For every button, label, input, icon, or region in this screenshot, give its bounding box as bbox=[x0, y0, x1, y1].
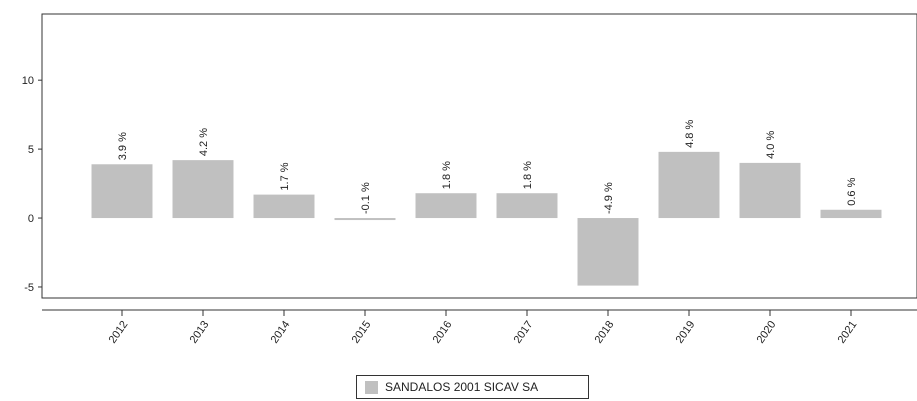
data-label: 0.6 % bbox=[846, 177, 858, 205]
data-label: -4.9 % bbox=[603, 182, 615, 214]
y-axis-ticks: 10 5 0 -5 bbox=[22, 75, 42, 294]
data-label: 1.8 % bbox=[441, 161, 453, 189]
data-label: 1.8 % bbox=[522, 161, 534, 189]
legend-swatch bbox=[365, 380, 378, 394]
x-tick-label: 2015 bbox=[350, 319, 374, 346]
y-tick-label: 10 bbox=[22, 75, 34, 87]
data-label: 4.2 % bbox=[198, 128, 210, 156]
data-label: -0.1 % bbox=[360, 182, 372, 214]
bar bbox=[91, 164, 153, 219]
bar bbox=[739, 162, 801, 219]
bar bbox=[820, 209, 882, 219]
x-tick-label: 2017 bbox=[512, 319, 536, 346]
x-axis-ticks: 2012 2013 2014 2015 2016 2017 2018 2019 2020 2021 bbox=[107, 310, 860, 346]
x-tick-label: 2012 bbox=[107, 319, 131, 346]
bar bbox=[172, 160, 234, 219]
y-tick-label: 0 bbox=[28, 213, 34, 225]
bar bbox=[334, 218, 396, 221]
bar bbox=[415, 193, 477, 219]
x-tick-label: 2018 bbox=[593, 319, 617, 346]
x-tick-label: 2016 bbox=[431, 319, 455, 346]
x-tick-label: 2019 bbox=[674, 319, 698, 346]
legend: SANDALOS 2001 SICAV SA bbox=[356, 375, 589, 399]
bar bbox=[658, 151, 720, 219]
data-label: 4.8 % bbox=[684, 120, 696, 148]
y-tick-label: 5 bbox=[28, 144, 34, 156]
data-label: 1.7 % bbox=[279, 162, 291, 190]
y-tick-label: -5 bbox=[24, 282, 34, 294]
x-tick-label: 2021 bbox=[836, 319, 860, 346]
x-tick-label: 2020 bbox=[755, 319, 779, 346]
data-label: 3.9 % bbox=[117, 132, 129, 160]
legend-label: SANDALOS 2001 SICAV SA bbox=[385, 380, 539, 394]
x-tick-label: 2014 bbox=[269, 319, 293, 346]
x-tick-label: 2013 bbox=[188, 319, 212, 346]
data-labels: 3.9 % 4.2 % 1.7 % -0.1 % 1.8 % 1.8 % -4.9 % 4.8… bbox=[117, 120, 858, 215]
bar bbox=[577, 218, 639, 286]
bars bbox=[91, 151, 882, 286]
bar bbox=[253, 194, 315, 219]
data-label: 4.0 % bbox=[765, 131, 777, 159]
bar bbox=[496, 193, 558, 219]
plot-area bbox=[41, 13, 917, 299]
